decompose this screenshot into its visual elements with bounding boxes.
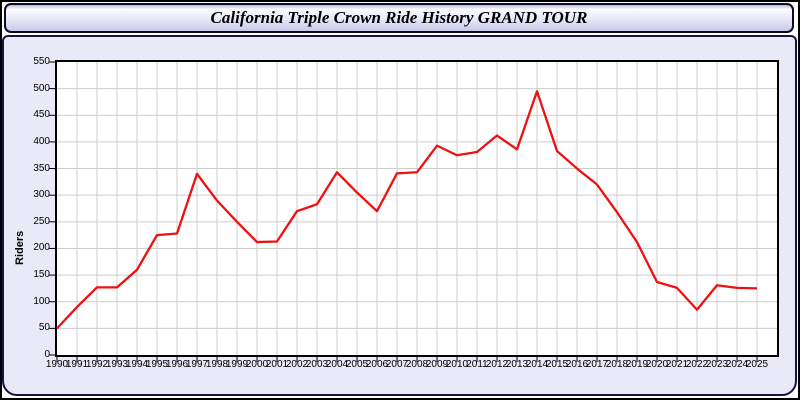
x-tick-label: 2017 xyxy=(585,359,609,370)
y-tick-label: 250 xyxy=(33,215,50,227)
x-tick-label: 1996 xyxy=(165,359,189,370)
y-tick-label: 400 xyxy=(33,135,50,147)
x-tick-label: 2016 xyxy=(565,359,589,370)
x-tick-label: 2003 xyxy=(305,359,329,370)
x-tick-label: 1993 xyxy=(105,359,129,370)
x-tick-label: 2022 xyxy=(685,359,709,370)
x-tick-label: 2020 xyxy=(645,359,669,370)
x-tick-label: 2023 xyxy=(705,359,729,370)
x-tick-label: 2025 xyxy=(745,359,769,370)
riders-line-series xyxy=(56,90,758,330)
x-tick-label: 2006 xyxy=(365,359,389,370)
x-tick-label: 2008 xyxy=(405,359,429,370)
x-tick-label: 2000 xyxy=(245,359,269,370)
x-tick-label: 2004 xyxy=(325,359,349,370)
x-tick-label: 1994 xyxy=(125,359,149,370)
x-tick-label: 2024 xyxy=(725,359,749,370)
x-tick-label: 2021 xyxy=(665,359,689,370)
chart-title: California Triple Crown Ride History GRA… xyxy=(210,8,588,27)
x-tick-label: 2014 xyxy=(525,359,549,370)
y-tick-label: 0 xyxy=(44,349,50,360)
x-tick-label: 1998 xyxy=(205,359,229,370)
x-tick-label: 1997 xyxy=(185,359,209,370)
x-tick-label: 1991 xyxy=(65,359,89,370)
x-tick-label: 2009 xyxy=(425,359,449,370)
x-tick-label: 2005 xyxy=(345,359,369,370)
x-tick-label: 2012 xyxy=(485,359,509,370)
x-tick-label: 2018 xyxy=(605,359,629,370)
x-tick-label: 2002 xyxy=(285,359,309,370)
x-tick-label: 1999 xyxy=(225,359,249,370)
x-tick-label: 2013 xyxy=(505,359,529,370)
x-tick-label: 1990 xyxy=(45,359,69,370)
y-tick-label: 200 xyxy=(33,242,50,254)
y-tick-label: 450 xyxy=(33,109,50,121)
x-tick-label: 2011 xyxy=(466,359,488,370)
x-tick-label: 1995 xyxy=(145,359,169,370)
y-tick-label: 550 xyxy=(33,56,50,67)
x-tick-label: 2010 xyxy=(445,359,469,370)
x-tick-label: 2001 xyxy=(265,359,289,370)
y-tick-label: 150 xyxy=(33,269,50,281)
y-tick-label: 300 xyxy=(33,189,50,201)
y-tick-label: 500 xyxy=(33,82,50,94)
y-tick-label: 350 xyxy=(33,162,50,174)
x-tick-label: 2007 xyxy=(385,359,409,370)
x-tick-label: 2015 xyxy=(545,359,569,370)
line-chart-svg xyxy=(49,61,777,362)
y-tick-label: 50 xyxy=(38,322,50,334)
title-bar: California Triple Crown Ride History GRA… xyxy=(4,3,794,33)
y-tick-label: 100 xyxy=(33,295,50,307)
x-tick-label: 2019 xyxy=(625,359,649,370)
plot-area xyxy=(49,60,779,362)
x-tick-label: 1992 xyxy=(85,359,109,370)
